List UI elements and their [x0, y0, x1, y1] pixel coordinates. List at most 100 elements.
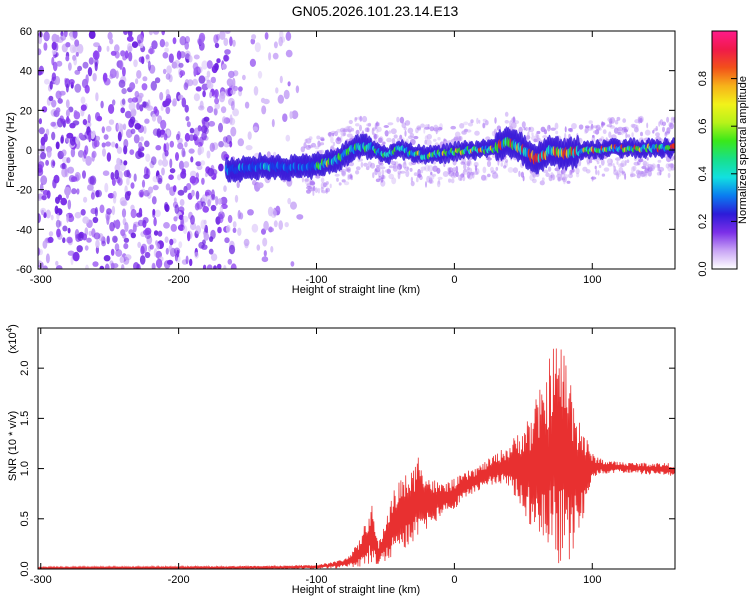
noise-speckle [114, 163, 121, 172]
chart-title: GN05.2026.101.23.14.E13 [292, 3, 459, 19]
haze-speckle [399, 116, 405, 124]
noise-speckle [91, 228, 96, 238]
noise-speckle [121, 98, 126, 105]
haze-speckle [419, 170, 424, 174]
noise-speckle [190, 156, 194, 163]
noise-speckle [202, 206, 209, 213]
noise-speckle [214, 89, 219, 99]
noise-speckle [138, 92, 144, 99]
haze-speckle [404, 130, 407, 137]
noise-speckle [186, 121, 191, 128]
haze-speckle [630, 123, 636, 128]
noise-speckle [102, 148, 106, 157]
haze-speckle [346, 133, 353, 138]
colorbar-tick-label: 0.2 [697, 214, 709, 229]
noise-speckle [164, 150, 169, 157]
noise-speckle [119, 256, 125, 264]
noise-speckle [65, 83, 69, 93]
haze-speckle [541, 177, 545, 182]
noise-speckle [109, 38, 114, 45]
noise-speckle [159, 39, 166, 48]
haze-speckle [617, 131, 622, 136]
haze-speckle [621, 170, 625, 174]
noise-speckle [72, 31, 78, 39]
noise-speckle [80, 209, 86, 216]
noise-speckle [218, 122, 223, 133]
noise-speckle [95, 92, 99, 102]
y-tick-label: 2.0 [19, 361, 31, 376]
noise-speckle [93, 42, 100, 48]
haze-speckle [397, 172, 401, 180]
haze-speckle [325, 187, 331, 193]
haze-speckle [314, 187, 318, 193]
haze-speckle [560, 170, 563, 176]
haze-speckle [487, 173, 491, 178]
haze-speckle [557, 176, 561, 182]
haze-speckle [348, 161, 355, 167]
noise-speckle [285, 49, 293, 58]
noise-speckle [230, 126, 237, 137]
haze-speckle [320, 138, 325, 142]
haze-speckle [376, 126, 382, 132]
haze-speckle [667, 172, 671, 179]
noise-speckle [209, 236, 214, 243]
noise-speckle [55, 107, 61, 114]
noise-speckle [67, 166, 75, 174]
noise-speckle [151, 40, 158, 50]
haze-speckle [627, 134, 631, 138]
noise-speckle [108, 104, 115, 114]
haze-speckle [304, 178, 309, 182]
noise-speckle [141, 56, 145, 65]
noise-speckle [184, 141, 188, 148]
noise-speckle [216, 58, 221, 64]
noise-speckle [53, 174, 60, 184]
noise-speckle [102, 170, 110, 176]
noise-speckle [177, 174, 182, 181]
haze-speckle [588, 120, 593, 124]
noise-speckle [279, 75, 283, 84]
noise-speckle [112, 99, 116, 106]
noise-speckle [77, 43, 84, 54]
y-tick-label: 20 [20, 105, 32, 117]
haze-speckle [316, 135, 321, 140]
haze-speckle [614, 119, 619, 125]
haze-speckle [589, 159, 593, 164]
haze-speckle [354, 117, 357, 122]
noise-speckle [161, 158, 169, 167]
colorbar-label: Normalized spectral amplitude [737, 76, 749, 224]
haze-speckle [503, 160, 508, 168]
haze-speckle [586, 162, 591, 166]
noise-speckle [66, 236, 73, 244]
noise-speckle [201, 60, 208, 70]
haze-speckle [342, 128, 349, 133]
noise-speckle [68, 62, 72, 71]
noise-speckle [150, 156, 157, 166]
haze-speckle [512, 167, 519, 174]
haze-speckle [486, 160, 492, 167]
snr-multiplier-exponent: 4 [5, 327, 14, 332]
haze-speckle [620, 129, 624, 136]
haze-speckle [606, 158, 613, 165]
haze-speckle [375, 178, 381, 183]
haze-speckle [637, 116, 640, 121]
haze-speckle [634, 126, 639, 133]
haze-speckle [317, 187, 321, 194]
noise-speckle [218, 92, 226, 103]
noise-speckle [207, 199, 211, 207]
haze-speckle [461, 157, 466, 164]
haze-speckle [423, 128, 426, 134]
noise-speckle [109, 221, 115, 232]
noise-speckle [153, 218, 157, 226]
haze-speckle [359, 124, 362, 132]
haze-speckle [601, 173, 606, 177]
noise-speckle [220, 106, 227, 114]
noise-speckle [175, 254, 181, 263]
x-tick-label: 100 [583, 274, 601, 286]
haze-speckle [552, 174, 555, 181]
haze-speckle [338, 182, 342, 186]
haze-speckle [623, 126, 627, 130]
haze-speckle [379, 166, 386, 170]
noise-speckle [162, 68, 167, 75]
noise-speckle [216, 263, 222, 269]
noise-speckle [64, 77, 68, 83]
